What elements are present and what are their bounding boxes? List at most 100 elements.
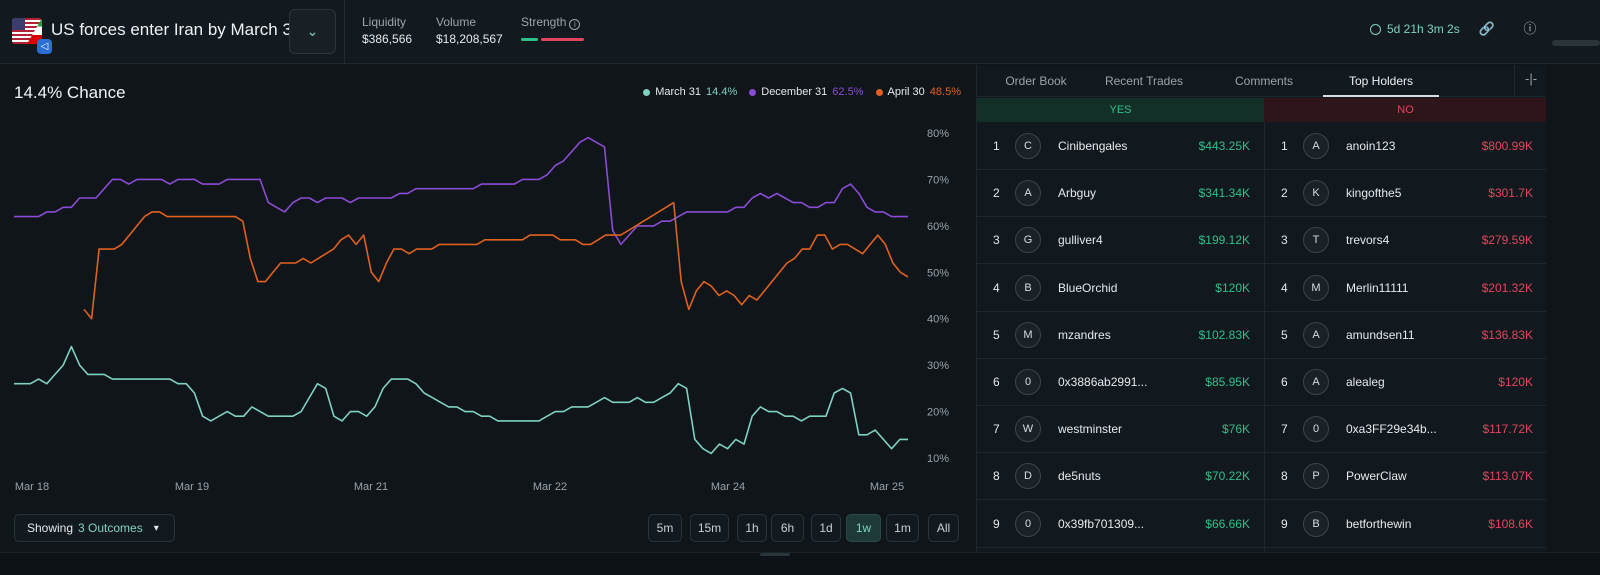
chart-controls: Showing 3 Outcomes ▾ 5m 15m 1h 6h 1d 1w 1m All	[0, 514, 975, 544]
avatar[interactable]: T	[1303, 227, 1329, 254]
holder-rank: 9	[993, 516, 1000, 531]
avatar[interactable]: 0	[1015, 510, 1041, 537]
range-button-6h[interactable]: 6h	[771, 514, 804, 542]
x-tick-label: Mar 24	[711, 481, 745, 493]
range-button-all[interactable]: All	[928, 514, 959, 542]
legend-item[interactable]: December 31 62.5%	[749, 86, 864, 98]
avatar[interactable]: C	[1015, 133, 1041, 159]
holder-name[interactable]: betforthewin	[1346, 516, 1412, 531]
no-holder-row[interactable]: 4 M Merlin11111 $201.32K	[1265, 265, 1547, 312]
link-icon[interactable]: 🔗	[1478, 21, 1496, 36]
avatar[interactable]: A	[1303, 321, 1329, 348]
yes-holder-row[interactable]: 1 C Cinibengales $443.25K	[977, 123, 1264, 170]
tab-comments[interactable]: Comments	[1234, 74, 1293, 88]
y-tick-label: 20%	[927, 407, 949, 419]
avatar[interactable]: M	[1303, 274, 1329, 301]
range-button-1h[interactable]: 1h	[737, 514, 767, 542]
holder-name[interactable]: mzandres	[1058, 327, 1111, 342]
yes-holder-row[interactable]: 4 B BlueOrchid $120K	[977, 265, 1264, 312]
scrollbar-thumb[interactable]	[1552, 40, 1600, 46]
avatar[interactable]: P	[1303, 463, 1329, 490]
no-holder-row[interactable]: 7 0 0xa3FF29e34b... $117.72K	[1265, 406, 1547, 454]
legend-series-name: December 31	[761, 86, 828, 98]
range-button-1d[interactable]: 1d	[811, 514, 841, 542]
bottom-strip	[0, 552, 1600, 575]
holder-amount: $279.59K	[1481, 233, 1533, 248]
avatar[interactable]: A	[1303, 133, 1329, 159]
series-line-april-30[interactable]	[83, 201, 909, 320]
avatar[interactable]: 0	[1303, 416, 1329, 443]
holder-name[interactable]: Cinibengales	[1058, 139, 1128, 153]
holder-rank: 4	[993, 280, 1000, 295]
holder-rank: 3	[993, 233, 1000, 248]
resize-handle[interactable]	[760, 553, 790, 556]
outcomes-selector[interactable]: Showing 3 Outcomes ▾	[14, 514, 175, 542]
series-line-december-31[interactable]	[14, 136, 908, 246]
no-holder-row[interactable]: 8 P PowerClaw $113.07K	[1265, 453, 1547, 501]
info-icon[interactable]: i	[569, 19, 581, 30]
avatar[interactable]: W	[1015, 416, 1041, 443]
holder-name[interactable]: kingofthe5	[1346, 186, 1402, 201]
avatar[interactable]: K	[1303, 180, 1329, 207]
holder-name[interactable]: de5nuts	[1058, 469, 1101, 484]
avatar[interactable]: D	[1015, 463, 1041, 490]
holder-name[interactable]: 0x3886ab2991...	[1058, 375, 1148, 389]
volume-label: Volume	[436, 15, 477, 29]
market-dropdown-button[interactable]: ⌄	[289, 9, 336, 54]
yes-holder-row[interactable]: 9 0 0x39fb701309... $66.66K	[977, 501, 1264, 548]
chart-legend: March 31 14.4% December 31 62.5% April 30 48.…	[643, 86, 961, 98]
holder-name[interactable]: Arbguy	[1058, 186, 1097, 201]
strength-label-text: Strength	[521, 15, 567, 29]
holder-name[interactable]: alealeg	[1346, 375, 1385, 389]
x-tick-label: Mar 19	[175, 481, 209, 493]
holder-name[interactable]: 0xa3FF29e34b...	[1346, 422, 1437, 437]
avatar[interactable]: A	[1015, 180, 1041, 207]
legend-item[interactable]: April 30 48.5%	[875, 86, 961, 98]
avatar[interactable]: G	[1015, 227, 1041, 254]
range-button-1w[interactable]: 1w	[846, 514, 881, 542]
tab-recent-trades[interactable]: Recent Trades	[1104, 74, 1184, 88]
holder-name[interactable]: 0x39fb701309...	[1058, 516, 1145, 531]
yes-holder-row[interactable]: 2 A Arbguy $341.34K	[977, 170, 1264, 218]
chart-panel: 80% 70% 60% 50% 40% 30% 20% 10% Mar 18 Mar 19 Mar …	[0, 65, 975, 552]
chevron-down-icon: ▾	[153, 522, 159, 534]
holder-name[interactable]: PowerClaw	[1346, 469, 1407, 484]
range-button-1m[interactable]: 1m	[886, 514, 919, 542]
avatar[interactable]: B	[1303, 510, 1329, 537]
right-gutter	[1546, 65, 1600, 552]
range-button-5m[interactable]: 5m	[648, 514, 682, 542]
tab-top-holders[interactable]: Top Holders	[1348, 74, 1414, 88]
holder-name[interactable]: westminster	[1058, 422, 1123, 437]
split-view-icon[interactable]: -|-	[1525, 71, 1538, 86]
holder-name[interactable]: BlueOrchid	[1058, 280, 1118, 295]
avatar[interactable]: 0	[1015, 369, 1041, 395]
price-chart[interactable]: 80% 70% 60% 50% 40% 30% 20% 10% Mar 18 Mar 19 Mar …	[0, 65, 975, 510]
volume-value: $18,208,567	[436, 32, 503, 46]
range-button-15m[interactable]: 15m	[690, 514, 729, 542]
holder-name[interactable]: trevors4	[1346, 233, 1390, 248]
info-circle-icon[interactable]: ⓘ	[1523, 21, 1537, 36]
yes-holder-row[interactable]: 6 0 0x3886ab2991... $85.95K	[977, 359, 1264, 406]
legend-item[interactable]: March 31 14.4%	[643, 86, 737, 98]
holder-amount: $199.12K	[1198, 233, 1250, 248]
series-line-march-31[interactable]	[14, 345, 908, 455]
holder-name[interactable]: gulliver4	[1058, 233, 1103, 248]
holder-name[interactable]: amundsen11	[1346, 327, 1415, 342]
x-tick-label: Mar 21	[354, 481, 388, 493]
avatar[interactable]: M	[1015, 321, 1041, 348]
tab-order-book[interactable]: Order Book	[1005, 74, 1067, 88]
avatar[interactable]: B	[1015, 274, 1041, 301]
avatar[interactable]: A	[1303, 369, 1329, 395]
holder-name[interactable]: Merlin11111	[1346, 280, 1409, 295]
holder-name[interactable]: anoin123	[1346, 139, 1396, 153]
